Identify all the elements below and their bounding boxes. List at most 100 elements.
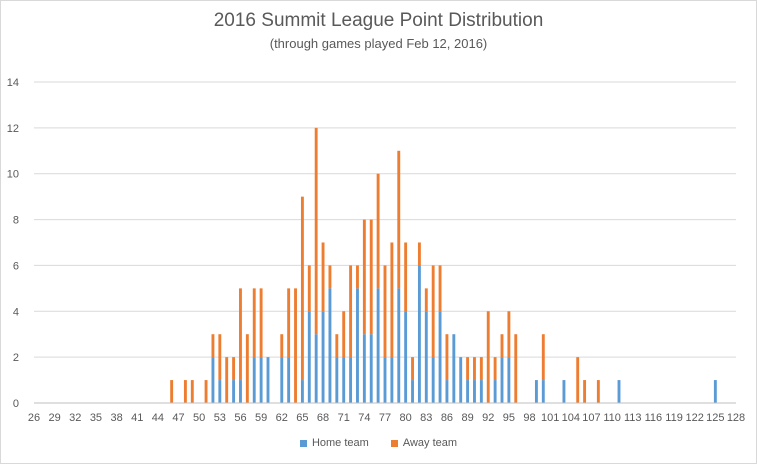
bar-away [190, 380, 194, 403]
bar-home [211, 357, 215, 403]
bar-away [417, 242, 421, 266]
x-tick-label: 59 [255, 412, 267, 424]
bar-home [280, 357, 284, 403]
bar-away [328, 265, 332, 289]
bar-away [486, 311, 490, 403]
chart-subtitle: (through games played Feb 12, 2016) [269, 36, 488, 51]
bar-away [466, 357, 470, 381]
bar-home [314, 334, 318, 403]
bar-away [211, 334, 215, 358]
bar-home [541, 380, 545, 403]
bar-home [534, 380, 538, 403]
x-tick-label: 38 [110, 412, 122, 424]
bar-home [321, 311, 325, 403]
legend-swatch-home [299, 439, 307, 447]
x-tick-label: 50 [193, 412, 205, 424]
bar-away [356, 265, 359, 289]
bar-home [445, 380, 449, 403]
bar-home [507, 357, 511, 403]
bar-home [287, 357, 291, 403]
bar-away [321, 242, 325, 312]
legend-label-home: Home team [311, 437, 369, 449]
bar-away [252, 288, 256, 358]
x-tick-label: 113 [624, 412, 642, 424]
x-tick-label: 80 [400, 412, 412, 424]
x-tick-label: 92 [482, 412, 494, 424]
bar-away [500, 334, 504, 358]
legend-label-away: Away team [402, 437, 458, 449]
legend-item-home: Home team [299, 437, 369, 449]
bar-away [300, 196, 304, 381]
bar-home [417, 265, 421, 403]
bar-away [541, 334, 545, 381]
legend-swatch-away [390, 439, 398, 447]
bar-home [362, 334, 366, 403]
legend-item-away: Away team [390, 437, 458, 449]
x-tick-label: 32 [69, 412, 81, 424]
bar-home [266, 357, 270, 403]
bar-away [287, 288, 291, 358]
bar-away [280, 334, 284, 358]
bar-home [424, 311, 428, 403]
bar-away [170, 380, 174, 403]
bar-home [493, 380, 497, 403]
bar-home [335, 357, 339, 403]
bar-home [390, 357, 394, 403]
legend: Home team Away team [0, 437, 757, 449]
x-tick-label: 35 [90, 412, 102, 424]
x-tick-label: 116 [645, 412, 663, 424]
y-tick-label: 6 [13, 260, 19, 272]
bar-home [452, 334, 456, 403]
bar-away [362, 219, 366, 335]
bar-home [466, 380, 470, 403]
bar-away [514, 334, 518, 403]
x-tick-label: 68 [317, 412, 329, 424]
x-tick-label: 26 [28, 412, 40, 424]
bar-home [431, 357, 435, 403]
bar-home [239, 380, 242, 403]
bar-away [383, 265, 387, 358]
bar-away [218, 334, 222, 381]
bar-away [314, 127, 318, 335]
bar-away [369, 219, 373, 335]
bar-away [596, 380, 600, 403]
bar-away [307, 265, 311, 312]
x-tick-label: 29 [49, 412, 61, 424]
bar-home [356, 288, 359, 403]
x-tick-label: 65 [296, 412, 308, 424]
x-tick-label: 89 [461, 412, 473, 424]
x-tick-label: 128 [727, 412, 745, 424]
x-tick-label: 101 [541, 412, 559, 424]
x-tick-label: 44 [152, 412, 164, 424]
bar-home [232, 380, 236, 403]
bar-home [617, 380, 621, 403]
bar-away [411, 357, 414, 381]
bar-home [342, 357, 346, 403]
y-tick-label: 12 [7, 123, 19, 135]
x-tick-label: 62 [276, 412, 288, 424]
x-tick-label: 83 [420, 412, 432, 424]
x-tick-label: 86 [441, 412, 453, 424]
bar-home [307, 311, 311, 403]
x-tick-label: 98 [523, 412, 535, 424]
bar-home [397, 288, 401, 403]
bar-home [459, 357, 463, 403]
x-tick-label: 56 [234, 412, 246, 424]
bar-home [300, 380, 304, 403]
bar-away [479, 357, 483, 381]
bar-home [328, 288, 332, 403]
bar-away [376, 173, 380, 289]
x-tick-label: 71 [338, 412, 350, 424]
bar-home [500, 357, 504, 403]
bar-home [376, 288, 380, 403]
bar-away [404, 242, 408, 312]
x-tick-label: 53 [214, 412, 226, 424]
bar-away [245, 334, 249, 403]
bar-away [342, 311, 346, 358]
bar-away [239, 288, 242, 381]
y-tick-label: 8 [13, 215, 19, 227]
x-tick-label: 47 [172, 412, 184, 424]
x-tick-label: 122 [686, 412, 704, 424]
bar-away [232, 357, 236, 381]
